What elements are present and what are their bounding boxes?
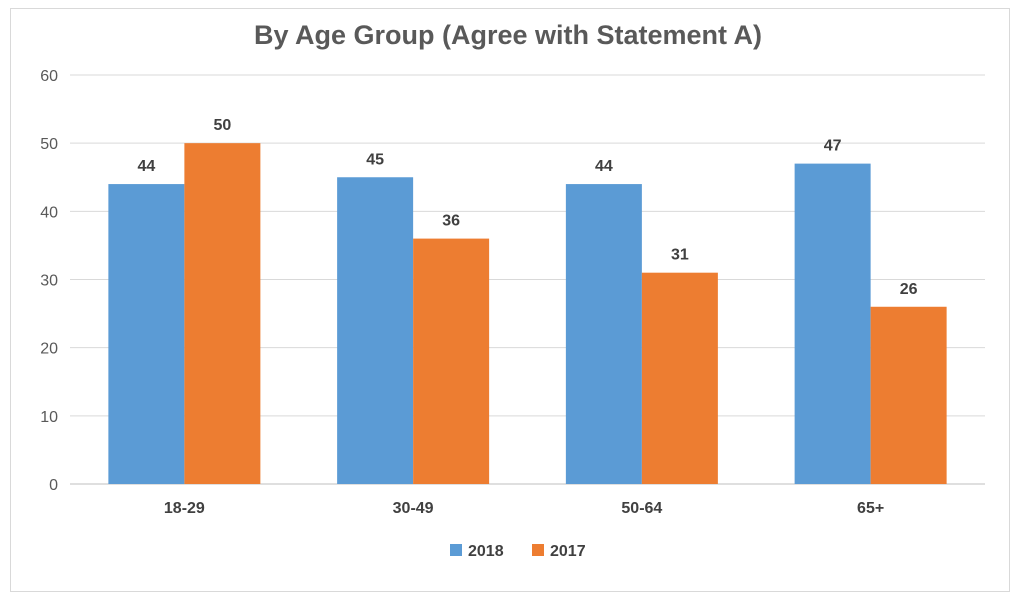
y-tick-label: 60 [40, 68, 58, 85]
bar-2017-50-64 [641, 272, 718, 484]
data-label: 47 [824, 138, 842, 155]
x-tick-label: 50-64 [621, 500, 662, 517]
y-tick-label: 20 [40, 341, 58, 358]
x-tick-label: 18-29 [164, 500, 205, 517]
data-label: 45 [366, 151, 384, 168]
chart-title: By Age Group (Agree with Statement A) [254, 20, 762, 50]
bars [108, 143, 947, 485]
bar-2018-65+ [794, 163, 871, 484]
legend-label-2017: 2017 [550, 543, 586, 560]
data-label: 31 [671, 247, 689, 264]
x-tick-label: 65+ [857, 500, 884, 517]
bar-2017-30-49 [413, 238, 490, 484]
legend-swatch-2017 [532, 544, 544, 556]
bar-2017-65+ [870, 306, 947, 484]
y-axis: 0 10 20 30 40 50 60 [40, 68, 58, 494]
legend-label-2018: 2018 [468, 543, 504, 560]
bar-2017-18-29 [184, 143, 261, 484]
data-label: 44 [137, 158, 155, 175]
y-tick-label: 40 [40, 204, 58, 221]
y-tick-label: 30 [40, 273, 58, 290]
y-tick-label: 0 [49, 477, 58, 494]
data-label: 44 [595, 158, 613, 175]
data-label: 26 [900, 281, 918, 298]
y-tick-label: 50 [40, 136, 58, 153]
y-tick-label: 10 [40, 409, 58, 426]
x-tick-label: 30-49 [393, 500, 434, 517]
data-label: 50 [213, 117, 231, 134]
bar-2018-30-49 [337, 177, 414, 484]
bar-2018-18-29 [108, 184, 185, 485]
bar-2018-50-64 [565, 184, 642, 485]
x-axis: 18-29 30-49 50-64 65+ [164, 500, 884, 517]
data-labels: 44 50 45 36 44 31 47 26 [137, 117, 917, 298]
legend: 2018 2017 [450, 543, 586, 560]
legend-swatch-2018 [450, 544, 462, 556]
data-label: 36 [442, 213, 460, 230]
